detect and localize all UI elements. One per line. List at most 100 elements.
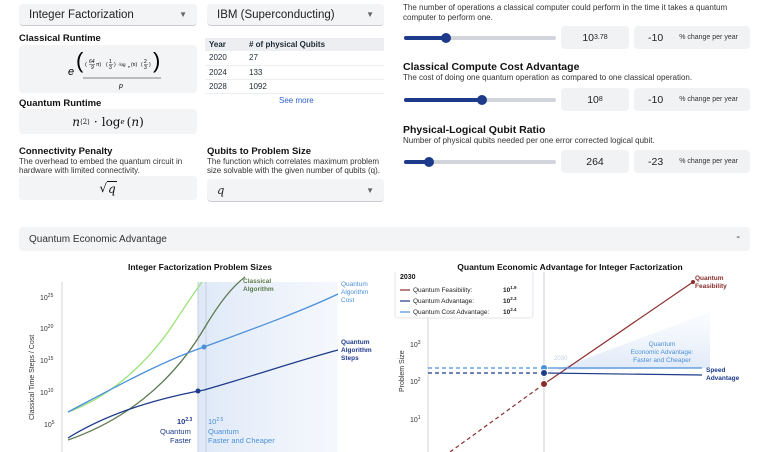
speed-advantage-label: Speed — [706, 367, 726, 374]
steps-series-label: Steps — [341, 355, 359, 362]
quantum-runtime-formula: n ⟨2⟩ · log e (n) — [19, 109, 197, 134]
pct-unit: % change per year — [679, 96, 738, 103]
accordion-label: Quantum Economic Advantage — [29, 233, 167, 245]
speed-advantage-label: Advantage — [706, 375, 740, 382]
classical-speed-description-1: The number of operations a classical com… — [403, 3, 728, 12]
legend-item-label: Quantum Feasibility: — [413, 287, 472, 294]
hardware-select-value: IBM (Superconducting) — [217, 8, 335, 21]
cost-series-label: Cost — [341, 297, 355, 304]
slider-handle[interactable] — [424, 157, 434, 167]
feasibility-end-point — [691, 280, 695, 284]
y-tick: 1020 — [40, 324, 54, 333]
table-row: 2020 27 — [205, 51, 384, 66]
table-cell-year: 2028 — [205, 79, 245, 94]
right-chart-legend: 2030 Quantum Feasibility: 101.9 Quantum … — [394, 272, 534, 319]
svg-text:(n): (n) — [131, 62, 137, 68]
classical-speed-slider[interactable] — [404, 33, 556, 43]
left-chart-ylabel: Classical Time Steps / Cost — [29, 335, 36, 420]
faster-annotation-label: Faster — [170, 436, 192, 445]
classical-speed-pct-change[interactable]: -10 % change per year — [634, 26, 750, 49]
see-more-link[interactable]: See more — [279, 96, 314, 105]
legend-item-value: 101.9 — [503, 285, 517, 294]
economic-advantage-region — [550, 312, 710, 372]
table-header-qubits: # of physical Qubits — [245, 38, 384, 51]
cost-series-label: Algorithm — [341, 289, 368, 296]
classical-cost-value[interactable]: 10 8 — [561, 88, 629, 111]
svg-text:p: p — [118, 83, 123, 90]
steps-series-label: Algorithm — [341, 347, 372, 354]
quantum-steps-line — [67, 349, 339, 439]
legend-item-value: 102.3 — [503, 296, 517, 305]
right-chart: 103 102 101 Problem Size 2030 Quantum Fe… — [394, 272, 740, 452]
right-chart-ylabel: Problem Size — [399, 350, 406, 392]
classical-speed-value[interactable]: 10 3.78 — [561, 26, 629, 49]
svg-text:·log: ·log — [118, 62, 126, 67]
pct-value: -10 — [648, 31, 664, 44]
classical-series-label: Classical — [243, 278, 271, 285]
y-tick: 105 — [44, 420, 55, 429]
cheaper-annotation-label: Quantum — [208, 427, 239, 436]
classical-runtime-formula: e ( ( 64 9 π) ( 1 3 ) ·log e (n) ( 2 3 )… — [19, 45, 197, 93]
svg-text:3: 3 — [109, 65, 112, 71]
feasibility-line-dashed — [449, 383, 545, 452]
value-base: 10 — [587, 93, 599, 106]
qubit-ratio-pct-change[interactable]: -23 % change per year — [634, 150, 750, 173]
problem-select[interactable]: Integer Factorization ▼ — [19, 4, 197, 26]
table-cell-qubits: 1092 — [245, 79, 384, 94]
value-exponent: 8 — [598, 96, 603, 103]
qubits-to-problem-size-label: Qubits to Problem Size — [207, 146, 311, 157]
table-cell-year: 2020 — [205, 51, 245, 66]
quantum-runtime-label: Quantum Runtime — [19, 98, 102, 109]
pct-value: -10 — [648, 93, 664, 106]
table-cell-year: 2024 — [205, 65, 245, 80]
table-header-year: Year — [205, 38, 245, 51]
feasibility-line — [543, 281, 694, 385]
slider-handle[interactable] — [441, 33, 451, 43]
cheaper-annotation-value: 102.5 — [208, 417, 224, 426]
qubits-to-problem-size-description-1: The function which correlates maximum pr… — [207, 157, 380, 166]
qubit-ratio-value[interactable]: 264 — [561, 150, 629, 173]
legend-year: 2030 — [400, 274, 416, 281]
cost-series-label: Quantum — [341, 281, 368, 288]
classical-cost-pct-change[interactable]: -10 % change per year — [634, 88, 750, 111]
pct-unit: % change per year — [679, 34, 738, 41]
qubits-to-problem-size-description-2: size solvable with the given number of q… — [207, 166, 380, 175]
qubit-ratio-slider[interactable] — [404, 157, 556, 167]
table-row: 2024 133 — [205, 65, 384, 80]
qubit-table: Year # of physical Qubits 2020 27 2024 1… — [205, 38, 384, 94]
classical-cost-slider[interactable] — [404, 95, 556, 105]
table-row: 2028 1092 — [205, 79, 384, 94]
qubit-ratio-description: Number of physical qubits needed per one… — [403, 136, 655, 145]
cost-intersection-point — [201, 344, 207, 350]
year-marker-label: 2030 — [554, 356, 568, 362]
classical-speed-description-2: computer to perform one. — [403, 13, 493, 22]
connectivity-penalty-label: Connectivity Penalty — [19, 146, 113, 157]
economic-advantage-label: Economic Advantage: — [631, 349, 694, 356]
svg-text:64: 64 — [89, 59, 95, 65]
svg-text:9: 9 — [91, 65, 94, 71]
collapse-icon[interactable]: - — [736, 231, 740, 243]
slider-handle[interactable] — [477, 95, 487, 105]
y-tick: 101 — [410, 415, 421, 424]
table-cell-qubits: 133 — [245, 65, 384, 80]
faster-annotation-label: Quantum — [160, 427, 191, 436]
y-tick: 1025 — [40, 293, 54, 302]
legend-item-label: Quantum Cost Advantage: — [413, 309, 489, 316]
svg-text:e: e — [128, 65, 130, 69]
slider-fill — [404, 160, 427, 164]
value-exponent: 3.78 — [594, 34, 608, 41]
qubits-function-select[interactable]: q ▼ — [207, 179, 384, 202]
svg-text:(: ( — [141, 62, 143, 68]
chevron-down-icon: ▼ — [366, 10, 374, 19]
svg-text:1: 1 — [109, 59, 112, 65]
connectivity-penalty-formula: √ q — [19, 176, 197, 200]
classical-runtime-label: Classical Runtime — [19, 33, 101, 44]
quantum-economic-advantage-accordion[interactable]: Quantum Economic Advantage - — [19, 227, 750, 251]
qubits-function-select-value: q — [217, 183, 225, 197]
slider-fill — [404, 98, 480, 102]
speed-advantage-line — [543, 372, 703, 376]
legend-item-value: 102.4 — [503, 307, 517, 316]
legend-item-label: Quantum Advantage: — [413, 298, 474, 305]
hardware-select[interactable]: IBM (Superconducting) ▼ — [207, 4, 384, 26]
svg-text:2: 2 — [144, 59, 147, 65]
